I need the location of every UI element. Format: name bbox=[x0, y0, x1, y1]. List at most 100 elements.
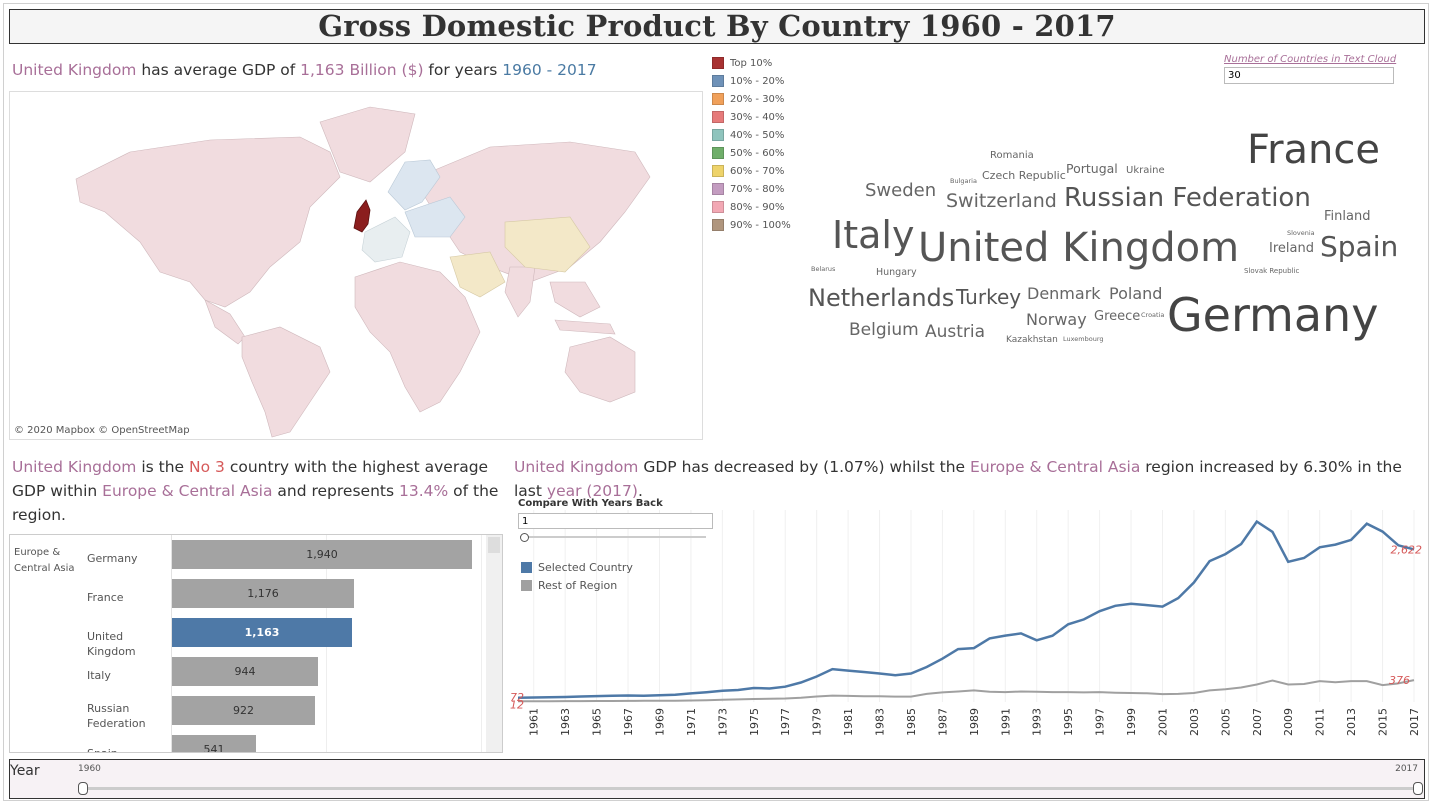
legend-swatch bbox=[712, 75, 724, 87]
cloud-word[interactable]: Belarus bbox=[811, 265, 836, 273]
legend-label: Rest of Region bbox=[538, 578, 618, 592]
cloud-word[interactable]: Finland bbox=[1324, 209, 1371, 224]
cloud-word[interactable]: Greece bbox=[1094, 309, 1141, 324]
cloud-word[interactable]: Italy bbox=[832, 213, 915, 257]
cloud-word[interactable]: Czech Republic bbox=[982, 169, 1066, 182]
cloud-word[interactable]: Croatia bbox=[1141, 311, 1165, 319]
legend-label: 30% - 40% bbox=[730, 111, 785, 123]
x-tick-label: 2017 bbox=[1408, 708, 1421, 736]
world-map-svg[interactable] bbox=[10, 92, 702, 439]
bar[interactable]: 944 bbox=[172, 657, 318, 686]
legend-item[interactable]: 70% - 80% bbox=[712, 180, 791, 198]
bar[interactable]: 922 bbox=[172, 696, 315, 725]
bar-country-label: Italy bbox=[87, 669, 111, 682]
text-cloud-count-input[interactable] bbox=[1224, 67, 1394, 84]
end-label-rest: 376 bbox=[1389, 674, 1410, 687]
percentile-legend: Top 10% 10% - 20% 20% - 30% 30% - 40% 40% - … bbox=[712, 54, 791, 234]
legend-label: 60% - 70% bbox=[730, 165, 785, 177]
cloud-word[interactable]: Kazakhstan bbox=[1006, 335, 1058, 345]
compare-years-input[interactable] bbox=[518, 513, 713, 529]
legend-item[interactable]: 10% - 20% bbox=[712, 72, 791, 90]
x-tick-label: 2001 bbox=[1156, 708, 1169, 736]
legend-item[interactable]: 40% - 50% bbox=[712, 126, 791, 144]
legend-swatch bbox=[521, 561, 532, 573]
cloud-word[interactable]: Bulgaria bbox=[950, 177, 977, 185]
bar[interactable]: 1,176 bbox=[172, 579, 354, 608]
legend-item[interactable]: 60% - 70% bbox=[712, 162, 791, 180]
year-slider-start-handle[interactable] bbox=[78, 782, 88, 795]
cloud-word[interactable]: Portugal bbox=[1066, 161, 1118, 176]
legend-item[interactable]: 90% - 100% bbox=[712, 216, 791, 234]
legend-label: 80% - 90% bbox=[730, 201, 785, 213]
legend-swatch bbox=[521, 579, 532, 591]
cloud-word[interactable]: Ireland bbox=[1269, 241, 1314, 256]
trend-country[interactable]: United Kingdom bbox=[514, 458, 639, 476]
rank-text: country with the highest average GDP wit… bbox=[12, 458, 489, 500]
dashboard-frame bbox=[3, 3, 1429, 801]
cloud-word[interactable]: Sweden bbox=[865, 180, 937, 201]
rank-country[interactable]: United Kingdom bbox=[12, 458, 137, 476]
cloud-word[interactable]: Luxembourg bbox=[1063, 335, 1104, 343]
x-tick-label: 1973 bbox=[716, 708, 729, 736]
cloud-word[interactable]: Austria bbox=[925, 322, 986, 342]
legend-item[interactable]: 30% - 40% bbox=[712, 108, 791, 126]
cloud-word[interactable]: United Kingdom bbox=[918, 225, 1240, 271]
legend-selected-country[interactable]: Selected Country bbox=[521, 558, 633, 576]
cloud-word[interactable]: Switzerland bbox=[946, 190, 1057, 212]
cloud-word[interactable]: Spain bbox=[1320, 230, 1399, 263]
page-title: Gross Domestic Product By Country 1960 -… bbox=[318, 9, 1116, 43]
cloud-word[interactable]: Germany bbox=[1167, 288, 1379, 342]
legend-item[interactable]: Top 10% bbox=[712, 54, 791, 72]
trend-text: in the last bbox=[514, 458, 1402, 500]
bar-value-label: 541 bbox=[203, 743, 225, 753]
x-tick-label: 1991 bbox=[999, 708, 1012, 736]
cloud-word[interactable]: Belgium bbox=[849, 320, 919, 340]
cloud-word[interactable]: Ukraine bbox=[1126, 165, 1165, 176]
region-bar-chart[interactable]: Europe & Central Asia Germany 1,940 France… bbox=[9, 534, 503, 753]
summary-average-gdp: United Kingdom has average GDP of 1,163 … bbox=[12, 61, 597, 79]
cloud-word[interactable]: France bbox=[1247, 127, 1381, 173]
bar[interactable]: 1,940 bbox=[172, 540, 472, 569]
compare-years-slider-handle[interactable] bbox=[520, 533, 529, 542]
map-central-america bbox=[204, 299, 246, 345]
x-tick-label: 1979 bbox=[811, 708, 824, 736]
cloud-word[interactable]: Hungary bbox=[876, 267, 917, 278]
world-map[interactable]: © 2020 Mapbox © OpenStreetMap bbox=[9, 91, 703, 440]
bar-grid-line bbox=[481, 535, 482, 752]
map-india bbox=[504, 266, 536, 318]
summary-trend: United Kingdom GDP has decreased by (1.0… bbox=[514, 455, 1426, 503]
cloud-word[interactable]: Turkey bbox=[956, 285, 1022, 309]
bar-scrollbar-thumb[interactable] bbox=[488, 537, 500, 553]
bar-scrollbar[interactable] bbox=[486, 535, 502, 752]
legend-item[interactable]: 20% - 30% bbox=[712, 90, 791, 108]
map-scandinavia bbox=[387, 159, 441, 211]
year-slider-end-handle[interactable] bbox=[1413, 782, 1423, 795]
bar[interactable]: 1,163 bbox=[172, 618, 352, 647]
start-label-selected: 72 bbox=[510, 691, 524, 704]
legend-item[interactable]: 50% - 60% bbox=[712, 144, 791, 162]
series-line-rest-of-region bbox=[517, 679, 1415, 703]
cloud-word[interactable]: Denmark bbox=[1027, 284, 1101, 303]
legend-item[interactable]: 80% - 90% bbox=[712, 198, 791, 216]
bar-value-label: 1,940 bbox=[306, 548, 338, 561]
rank-text: and represents bbox=[272, 482, 399, 500]
bar-value-label: 922 bbox=[233, 704, 254, 717]
summary-country[interactable]: United Kingdom bbox=[12, 61, 137, 79]
trend-year: year (2017) bbox=[546, 482, 638, 500]
bar-group-label: Europe & Central Asia bbox=[14, 547, 75, 574]
cloud-word[interactable]: Poland bbox=[1109, 284, 1163, 303]
map-greenland bbox=[319, 106, 416, 183]
bar[interactable]: 541 bbox=[172, 735, 256, 753]
cloud-word[interactable]: Netherlands bbox=[808, 284, 955, 312]
map-southeast-asia bbox=[549, 281, 601, 318]
compare-years-slider[interactable] bbox=[520, 536, 706, 538]
cloud-word[interactable]: Russian Federation bbox=[1064, 183, 1311, 213]
cloud-word[interactable]: Slovak Republic bbox=[1244, 267, 1300, 275]
year-slider-track[interactable] bbox=[82, 787, 1419, 790]
legend-rest-of-region[interactable]: Rest of Region bbox=[521, 576, 633, 594]
cloud-word[interactable]: Slovenia bbox=[1287, 229, 1315, 237]
cloud-word[interactable]: Norway bbox=[1026, 310, 1087, 329]
cloud-word[interactable]: Romania bbox=[990, 150, 1034, 161]
x-tick-label: 1993 bbox=[1031, 708, 1044, 736]
